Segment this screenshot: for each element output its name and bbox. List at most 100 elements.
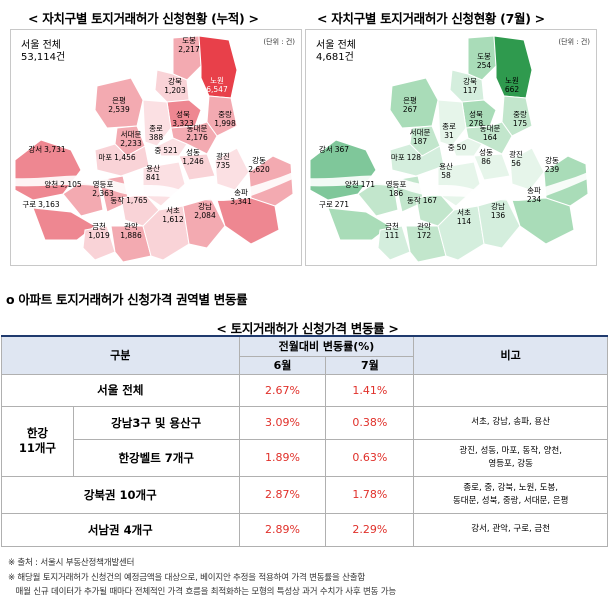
- remark-line: 영등포, 강동: [488, 458, 533, 469]
- label-jungnang: 중랑 175: [512, 110, 528, 128]
- header-remark: 비고: [413, 335, 608, 375]
- label-gangbuk: 강북 1,203: [164, 77, 186, 95]
- map-july: 서울 전체 4,681건 (단위 : 건) 도봉 254 노원 662 강북 117 …: [305, 29, 597, 266]
- label-mapo: 마포 128: [390, 153, 422, 162]
- label-guro: 구로 3,163: [22, 200, 60, 209]
- district-seongdong: [473, 153, 511, 181]
- label-nowon: 노원 6,547: [206, 76, 228, 94]
- table-title: < 토지거래허가 신청가격 변동률 >: [216, 321, 399, 336]
- row-hangang-group: 한강 11개구: [1, 405, 74, 477]
- header-category: 구분: [1, 335, 240, 375]
- han-river: [11, 168, 301, 201]
- row-gangbuk-july: 1.78%: [325, 475, 415, 514]
- label-yangcheon: 양천 171: [344, 180, 376, 189]
- label-seongdong: 성동 86: [479, 148, 493, 166]
- row-gangbuk-label: 강북권 10개구: [1, 475, 240, 514]
- row-seonam-july: 2.29%: [325, 512, 415, 547]
- label-jungnang: 중랑 1,998: [214, 110, 236, 128]
- label-songpa: 송파 234: [526, 186, 542, 204]
- label-eunpyeong: 은평 2,539: [108, 96, 130, 114]
- total-label: 서울 전체: [21, 40, 61, 51]
- row-seonam-label: 서남권 4개구: [1, 512, 240, 547]
- label-dobong: 도봉 254: [476, 52, 492, 70]
- label-eunpyeong: 은평 267: [402, 96, 418, 114]
- district-dongdaemun: [170, 121, 218, 155]
- label-jongno: 종로 31: [442, 122, 456, 140]
- label-gwangjin: 광진 56: [509, 150, 523, 168]
- district-songpa: [511, 197, 575, 245]
- map-title-july: < 자치구별 토지거래허가 신청현황 (7월) >: [317, 11, 545, 26]
- remark-line: 동대문, 성북, 중랑, 서대문, 은평: [452, 495, 569, 506]
- map-cumulative: 서울 전체 53,114건 (단위 : 건) 도봉 2,217 노원 6,547 강…: [10, 29, 302, 266]
- total-value: 53,114건: [21, 52, 66, 63]
- district-dobong: [467, 35, 497, 81]
- district-geumcheon: [377, 225, 411, 261]
- district-songpa: [216, 197, 280, 245]
- row-seoul-remark: [413, 373, 608, 407]
- label-yongsan: 용산 841: [145, 164, 161, 182]
- header-july: 7월: [325, 355, 415, 375]
- label-gangnam: 강남 2,084: [194, 202, 216, 220]
- row-gangnam3-remark: 서초, 강남, 송파, 용산: [413, 405, 608, 440]
- district-jongno: [437, 99, 467, 147]
- district-jung: [156, 137, 188, 157]
- remark-line: 광진, 성동, 마포, 동작, 양천,: [459, 445, 562, 456]
- district-jung: [451, 137, 483, 157]
- total-block: 서울 전체 53,114건: [21, 40, 65, 64]
- label-songpa: 송파 3,341: [230, 188, 252, 206]
- label-gangdong: 강동 2,620: [248, 156, 270, 174]
- label-gangbuk: 강북 117: [462, 77, 478, 95]
- unit-label: (단위 : 건): [263, 38, 295, 46]
- label-jung: 중 521: [154, 146, 178, 155]
- row-gangnam3-label: 강남3구 및 용산구: [72, 405, 240, 440]
- label-gwanak: 관악 1,886: [120, 222, 142, 240]
- row-gangnam3-june: 3.09%: [238, 405, 327, 440]
- row-gangbuk-remark: 종로, 중, 강북, 노원, 도봉, 동대문, 성북, 중랑, 서대문, 은평: [413, 475, 608, 514]
- district-dobong: [172, 35, 202, 81]
- district-jungnang: [501, 95, 533, 137]
- label-geumcheon: 금천 111: [384, 222, 400, 240]
- label-yeongdeungpo: 영등포 186: [385, 180, 407, 198]
- district-jungnang: [206, 95, 238, 137]
- row-hangang-belt-remark: 광진, 성동, 마포, 동작, 양천, 영등포, 강동: [413, 438, 608, 477]
- label-seodaemun: 서대문 187: [409, 128, 431, 146]
- section-title: o 아파트 토지거래허가 신청가격 권역별 변동률: [6, 292, 248, 307]
- district-geumcheon: [82, 225, 116, 261]
- remark-line: 종로, 중, 강북, 노원, 도봉,: [463, 482, 559, 493]
- total-value: 4,681건: [316, 52, 354, 63]
- district-mapo: [94, 143, 150, 177]
- district-gwanak: [110, 225, 152, 263]
- label-geumcheon: 금천 1,019: [88, 222, 110, 240]
- unit-label: (단위 : 건): [558, 38, 590, 46]
- label-seocho: 서초 114: [456, 208, 472, 226]
- label-dongjak: 동작 1,765: [110, 196, 148, 205]
- row-seoul-label: 서울 전체: [1, 373, 240, 407]
- district-dongdaemun: [465, 121, 513, 155]
- total-label: 서울 전체: [316, 40, 356, 51]
- label-gangseo: 강서 367: [318, 145, 350, 154]
- seoul-map-cumulative: [11, 35, 301, 263]
- label-yongsan: 용산 58: [439, 162, 453, 180]
- han-river: [306, 168, 596, 201]
- label-jongno: 종로 388: [148, 124, 164, 142]
- label-gwanak: 관악 172: [416, 222, 432, 240]
- district-mapo: [389, 143, 445, 177]
- footnote-note2: 매월 신규 데이터가 추가될 때마다 전체적인 가격 흐름을 최적화하는 모형의…: [8, 587, 397, 597]
- label-jung: 중 50: [447, 143, 467, 152]
- label-nowon: 노원 662: [504, 76, 520, 94]
- label-yangcheon: 양천 2,105: [44, 180, 82, 189]
- label-seodaemun: 서대문 2,233: [120, 130, 142, 148]
- label-seongdong: 성동 1,246: [182, 148, 204, 166]
- label-mapo: 마포 1,456: [98, 153, 136, 162]
- district-gwangjin: [214, 147, 250, 191]
- header-june: 6월: [238, 355, 327, 375]
- row-hangang-belt-july: 0.63%: [325, 438, 415, 477]
- district-jongno: [142, 99, 172, 147]
- district-gwangjin: [509, 147, 545, 191]
- row-seoul-july: 1.41%: [325, 373, 415, 407]
- map-title-cumulative: < 자치구별 토지거래허가 신청현황 (누적) >: [28, 11, 259, 26]
- row-seonam-remark: 강서, 관악, 구로, 금천: [413, 512, 608, 547]
- row-hangang-belt-label: 한강벨트 7개구: [72, 438, 240, 477]
- row-gangnam3-july: 0.38%: [325, 405, 415, 440]
- label-yeongdeungpo: 영등포 2,363: [92, 180, 114, 198]
